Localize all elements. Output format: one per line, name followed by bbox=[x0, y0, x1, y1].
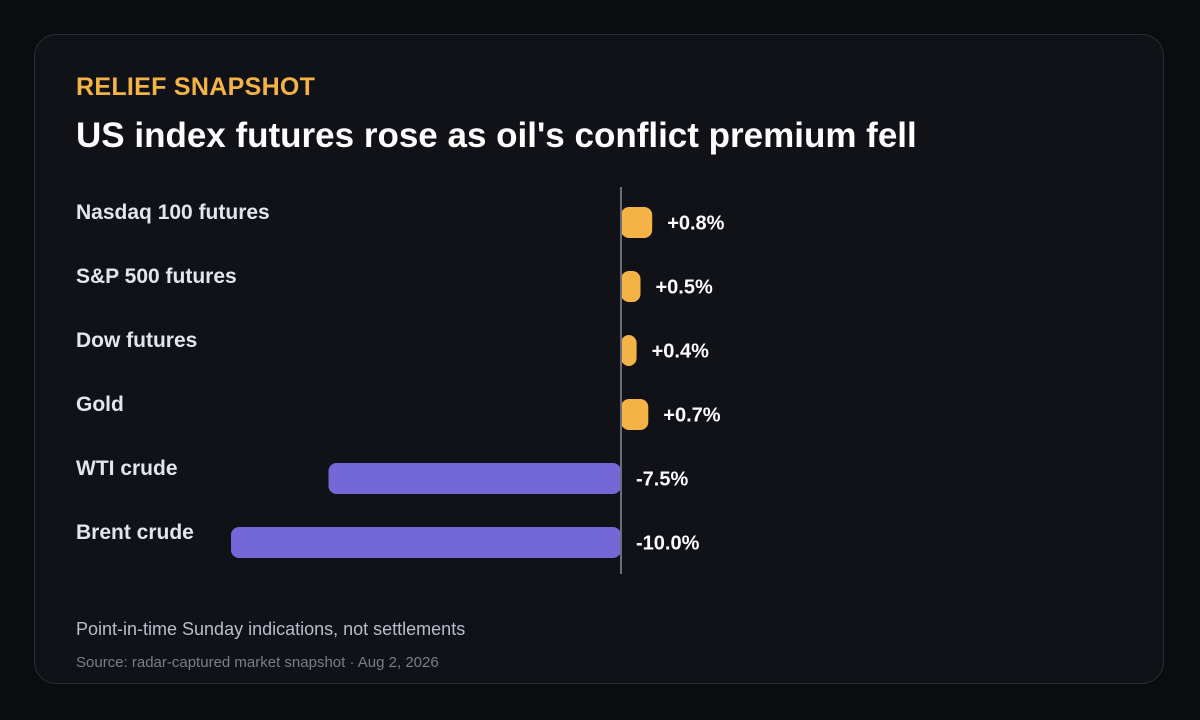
chart-title: US index futures rose as oil's conflict … bbox=[76, 116, 917, 155]
category-label: Gold bbox=[76, 393, 124, 416]
bar bbox=[328, 463, 621, 494]
category-label: S&P 500 futures bbox=[76, 265, 237, 288]
value-label: -7.5% bbox=[636, 469, 688, 491]
bar bbox=[621, 399, 649, 430]
bar bbox=[621, 271, 641, 302]
chart-card bbox=[34, 34, 1164, 684]
value-label: +0.4% bbox=[652, 341, 709, 363]
chart-kicker: RELIEF SNAPSHOT bbox=[76, 73, 316, 101]
value-label: +0.8% bbox=[667, 213, 724, 235]
source-line: Source: radar-captured market snapshot ·… bbox=[76, 654, 439, 671]
category-label: Nasdaq 100 futures bbox=[76, 201, 270, 224]
value-label: +0.7% bbox=[663, 405, 720, 427]
value-label: +0.5% bbox=[656, 277, 713, 299]
bar bbox=[621, 335, 637, 366]
category-label: Dow futures bbox=[76, 329, 197, 352]
bar bbox=[231, 527, 621, 558]
footnote: Point-in-time Sunday indications, not se… bbox=[76, 619, 466, 639]
category-label: Brent crude bbox=[76, 521, 194, 544]
category-label: WTI crude bbox=[76, 457, 178, 480]
bar bbox=[621, 207, 653, 238]
value-label: -10.0% bbox=[636, 533, 700, 555]
